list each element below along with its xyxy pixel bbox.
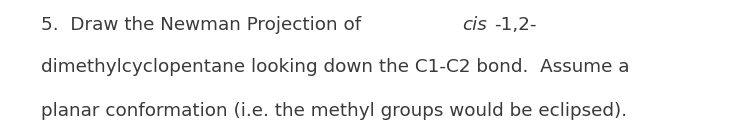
Text: dimethylcyclopentane looking down the C1-C2 bond.  Assume a: dimethylcyclopentane looking down the C1… [41,58,630,76]
Text: planar conformation (i.e. the methyl groups would be eclipsed).: planar conformation (i.e. the methyl gro… [41,102,627,120]
Text: -1,2-: -1,2- [494,16,536,34]
Text: 5.  Draw the Newman Projection of: 5. Draw the Newman Projection of [41,16,368,34]
Text: cis: cis [462,16,487,34]
